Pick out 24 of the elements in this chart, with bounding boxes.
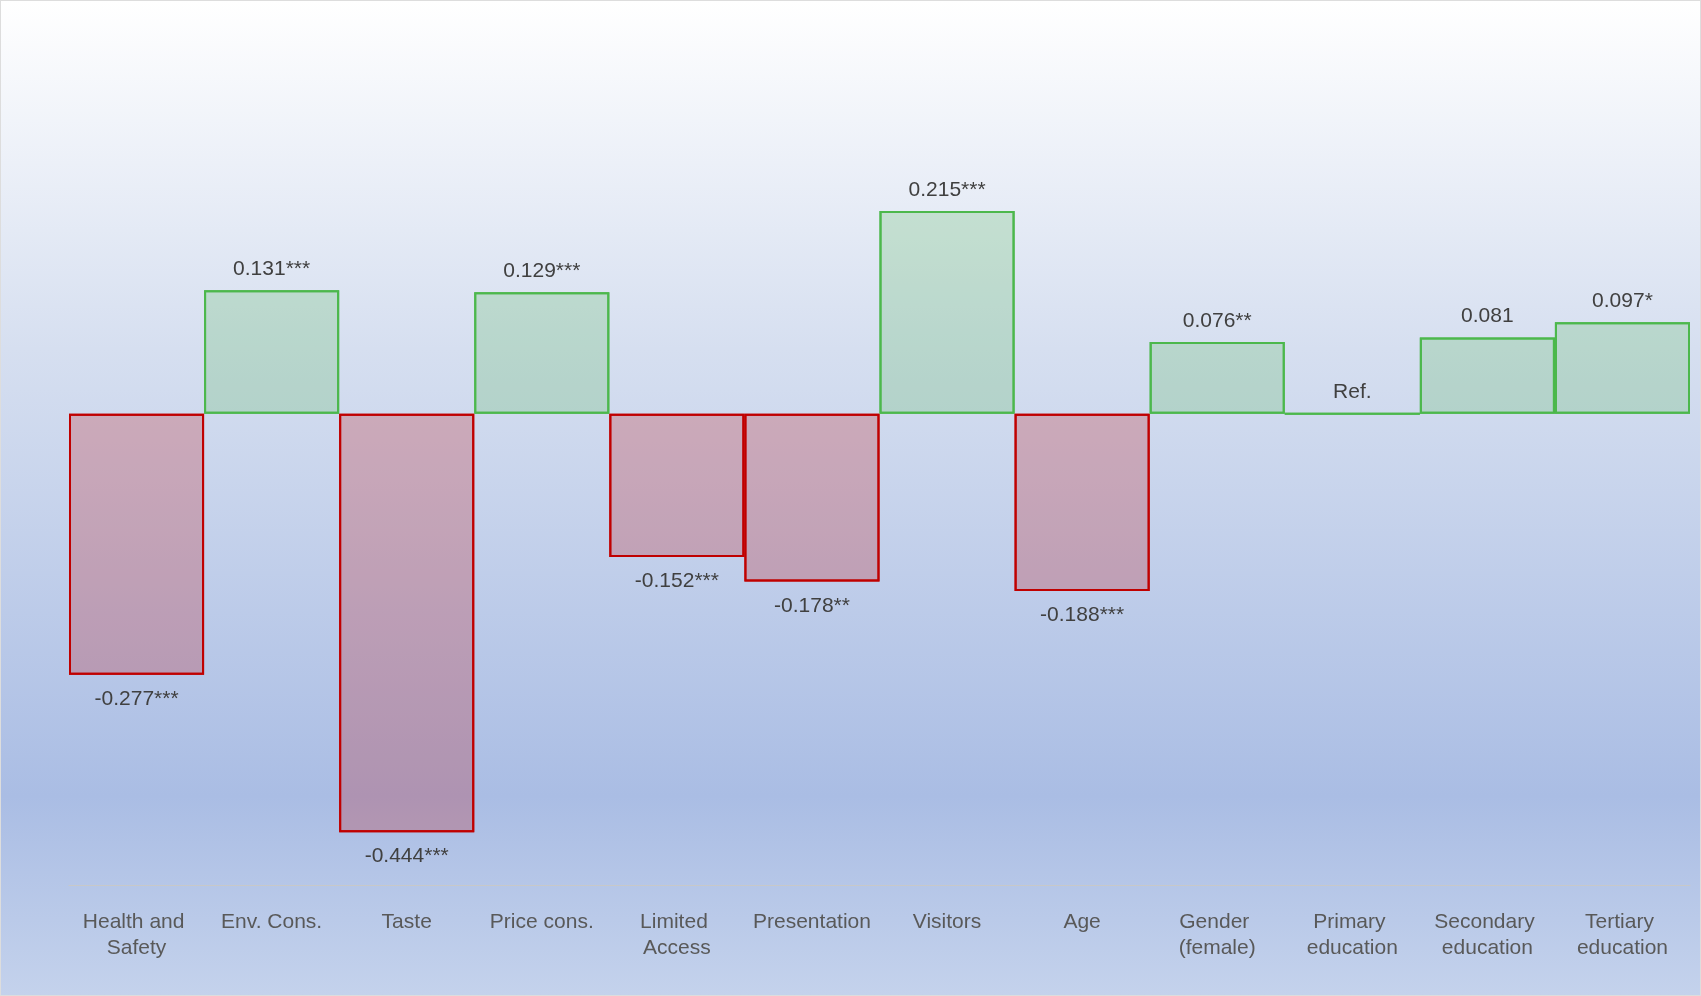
data-label: -0.178** [774, 592, 850, 616]
data-label: -0.444*** [364, 843, 449, 867]
data-label: Ref. [1333, 378, 1372, 402]
data-label: 0.131*** [233, 256, 311, 280]
x-tick-label: Limited Access [640, 908, 714, 958]
x-tick-label: Age [1063, 908, 1101, 932]
x-tick-label: Visitors [912, 908, 982, 932]
x-tick-label: Gender (female) [1178, 908, 1256, 958]
x-tick-label: Primary education [1306, 908, 1398, 958]
data-label: -0.277*** [94, 685, 179, 709]
data-label: -0.188*** [1040, 601, 1125, 625]
x-tick-label: Presentation [753, 908, 871, 932]
x-tick-label: Secondary education [1434, 908, 1541, 958]
x-tick-label: Tertiary education [1576, 908, 1668, 958]
data-label: 0.215*** [908, 177, 986, 201]
data-label: 0.076** [1182, 308, 1252, 332]
x-tick-label: Env. Cons. [221, 908, 323, 932]
data-label: 0.129*** [503, 258, 581, 282]
data-label: -0.152*** [634, 568, 719, 592]
data-label: 0.097* [1592, 288, 1653, 312]
x-tick-label: Health and Safety [82, 908, 191, 958]
data-label: 0.081 [1461, 303, 1514, 327]
x-tick-label: Taste [381, 908, 432, 932]
x-tick-label: Price cons. [489, 908, 594, 932]
